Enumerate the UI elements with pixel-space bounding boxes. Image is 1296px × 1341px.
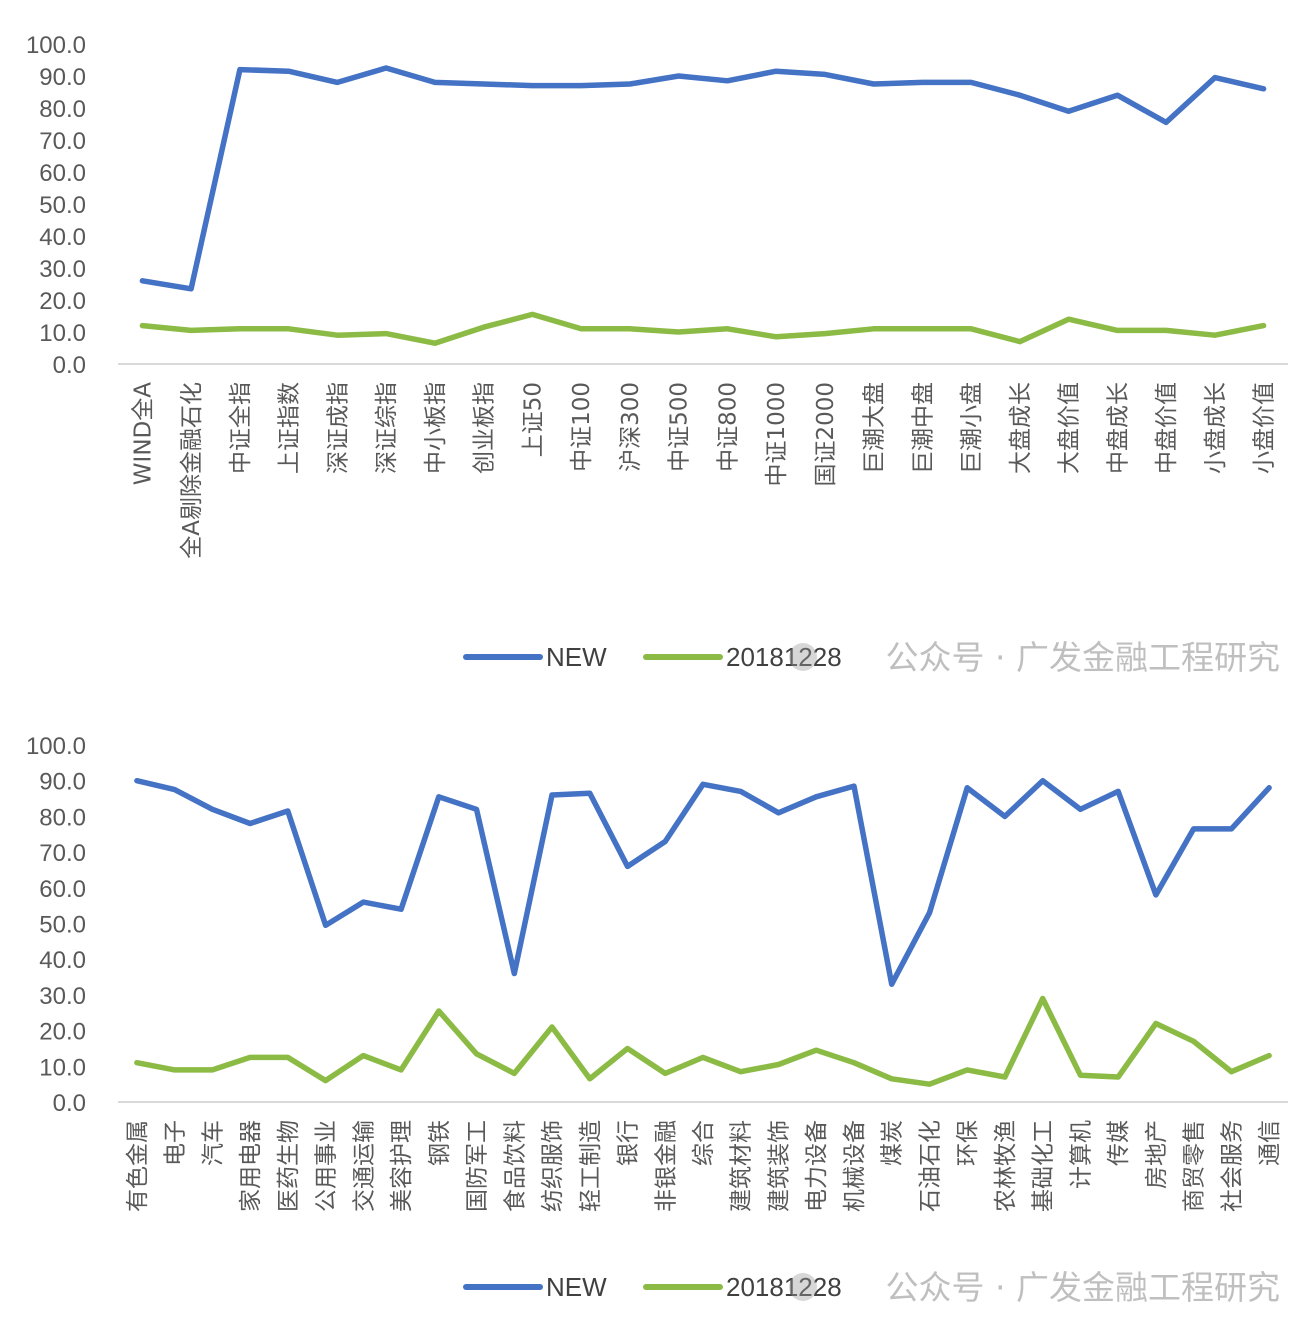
y-tick-label: 10.0 bbox=[39, 320, 86, 347]
y-tick-label: 30.0 bbox=[39, 983, 86, 1010]
category-label: 上证指数 bbox=[277, 382, 303, 474]
category-label: 电子 bbox=[163, 1120, 189, 1166]
category-label: WIND全A bbox=[130, 382, 156, 485]
category-label: 中盘价值 bbox=[1154, 382, 1180, 474]
category-label: 小盘成长 bbox=[1203, 382, 1229, 474]
category-label: 巨潮小盘 bbox=[959, 382, 985, 474]
y-tick-label: 90.0 bbox=[39, 769, 86, 796]
category-label: 石油石化 bbox=[917, 1120, 943, 1212]
category-label: 中证1000 bbox=[764, 382, 790, 487]
category-label: 社会服务 bbox=[1219, 1120, 1245, 1212]
category-label: 中证800 bbox=[715, 382, 741, 472]
category-label: 深证综指 bbox=[374, 382, 400, 474]
y-tick-label: 70.0 bbox=[39, 840, 86, 867]
y-tick-label: 100.0 bbox=[26, 32, 86, 59]
y-tick-label: 60.0 bbox=[39, 876, 86, 903]
category-label: 建筑材料 bbox=[729, 1120, 755, 1212]
y-tick-label: 70.0 bbox=[39, 128, 86, 155]
category-label: 全A剔除金融石化 bbox=[179, 382, 205, 559]
category-label: 汽车 bbox=[200, 1120, 226, 1166]
y-tick-label: 0.0 bbox=[53, 352, 86, 379]
y-tick-label: 10.0 bbox=[39, 1054, 86, 1081]
watermark-text: 公众号 · 广发金融工程研究 bbox=[886, 638, 1280, 677]
series-line-old bbox=[139, 311, 1267, 346]
y-tick-label: 80.0 bbox=[39, 804, 86, 831]
y-tick-label: 100.0 bbox=[26, 733, 86, 760]
category-label: 煤炭 bbox=[880, 1120, 906, 1166]
category-label: 通信 bbox=[1257, 1120, 1283, 1166]
category-label: 轻工制造 bbox=[578, 1120, 604, 1212]
category-label: 小盘价值 bbox=[1252, 382, 1278, 474]
y-tick-label: 20.0 bbox=[39, 288, 86, 315]
legend-label: 20181228 bbox=[726, 1272, 842, 1302]
category-label: 深证成指 bbox=[325, 382, 351, 474]
category-label: 钢铁 bbox=[427, 1120, 453, 1166]
category-label: 医药生物 bbox=[276, 1120, 302, 1212]
category-label: 大盘价值 bbox=[1057, 382, 1083, 474]
y-tick-label: 40.0 bbox=[39, 224, 86, 251]
category-label: 创业板指 bbox=[472, 382, 498, 474]
legend-label: 20181228 bbox=[726, 642, 842, 672]
series-line-new bbox=[139, 65, 1267, 292]
category-label: 纺织服饰 bbox=[540, 1120, 566, 1212]
y-tick-label: 50.0 bbox=[39, 192, 86, 219]
category-label: 机械设备 bbox=[842, 1120, 868, 1212]
chart-1: 0.0 10.0 20.0 30.0 40.0 50.0 60.0 70.0 80.0 90.0 1… bbox=[26, 32, 1288, 677]
category-label: 房地产 bbox=[1144, 1120, 1170, 1189]
category-label: 中证500 bbox=[667, 382, 693, 472]
category-label: 公用事业 bbox=[314, 1120, 340, 1212]
category-label: 国证2000 bbox=[813, 382, 839, 487]
category-label: 上证50 bbox=[520, 382, 546, 457]
watermark-logo-icon bbox=[789, 1273, 817, 1301]
category-label: 环保 bbox=[955, 1120, 981, 1166]
y-tick-label: 90.0 bbox=[39, 64, 86, 91]
category-label: 电力设备 bbox=[804, 1120, 830, 1212]
category-label: 美容护理 bbox=[389, 1120, 415, 1212]
category-label: 农林牧渔 bbox=[993, 1120, 1019, 1212]
category-label: 综合 bbox=[691, 1120, 717, 1166]
category-label: 中证全指 bbox=[228, 382, 254, 474]
y-tick-label: 30.0 bbox=[39, 256, 86, 283]
chart-2: 0.0 10.0 20.0 30.0 40.0 50.0 60.0 70.0 80.0 90.0 1… bbox=[26, 733, 1288, 1307]
category-label: 中小板指 bbox=[423, 382, 449, 474]
category-label: 银行 bbox=[616, 1120, 642, 1166]
category-label: 巨潮中盘 bbox=[910, 382, 936, 474]
series-line-new bbox=[134, 777, 1272, 987]
legend: NEW 20181228 bbox=[463, 1272, 842, 1302]
y-tick-label: 50.0 bbox=[39, 912, 86, 939]
category-label: 传媒 bbox=[1106, 1120, 1132, 1166]
legend-label: NEW bbox=[546, 642, 607, 672]
legend: NEW 20181228 bbox=[463, 642, 842, 672]
legend-label: NEW bbox=[546, 1272, 607, 1302]
category-label: 食品饮料 bbox=[502, 1120, 528, 1212]
y-tick-label: 40.0 bbox=[39, 947, 86, 974]
category-label: 中证100 bbox=[569, 382, 595, 472]
series-line-old bbox=[134, 995, 1272, 1087]
y-tick-label: 60.0 bbox=[39, 160, 86, 187]
y-tick-label: 20.0 bbox=[39, 1019, 86, 1046]
watermark-text: 公众号 · 广发金融工程研究 bbox=[886, 1268, 1280, 1307]
y-tick-label: 80.0 bbox=[39, 96, 86, 123]
category-label: 建筑装饰 bbox=[766, 1120, 792, 1212]
category-label: 非银金融 bbox=[653, 1120, 679, 1212]
watermark-logo-icon bbox=[789, 643, 817, 671]
category-label: 大盘成长 bbox=[1008, 382, 1034, 474]
category-label: 沪深300 bbox=[618, 382, 644, 472]
category-label: 中盘成长 bbox=[1105, 382, 1131, 474]
category-label: 商贸零售 bbox=[1182, 1120, 1208, 1212]
category-label: 有色金属 bbox=[125, 1120, 151, 1212]
category-label: 家用电器 bbox=[238, 1120, 264, 1212]
category-label: 计算机 bbox=[1068, 1120, 1094, 1189]
category-label: 交通运输 bbox=[351, 1120, 377, 1212]
y-tick-label: 0.0 bbox=[53, 1090, 86, 1117]
category-label: 巨潮大盘 bbox=[862, 382, 888, 474]
category-label: 基础化工 bbox=[1031, 1120, 1057, 1212]
category-label: 国防军工 bbox=[465, 1120, 491, 1212]
